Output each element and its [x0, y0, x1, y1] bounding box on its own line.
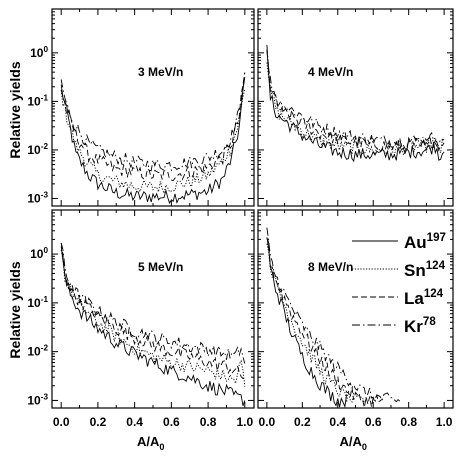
y-tick-label: 100	[30, 45, 48, 60]
x-axis-label: A/A0	[340, 434, 367, 452]
x-axis-label: A/A0	[137, 434, 164, 452]
series-line-2	[60, 88, 246, 195]
panel-label: 8 MeV/n	[308, 260, 353, 274]
y-tick-label: 10-3	[27, 392, 48, 407]
panel-4: 0.0 0.2 0.4 0.6 0.8 1.0 A/A0 8 MeV/n	[257, 209, 454, 452]
x-tick-label: 0.8	[200, 415, 217, 429]
series-line-4	[60, 242, 246, 364]
panel-3: 100 10-1 10-2 10-3 0.0 0.2 0.4 0.6 0.8 1.0 A/A0 5 M…	[27, 209, 255, 452]
x-tick-label: 0.8	[400, 415, 417, 429]
y-tick-label: 10-1	[27, 295, 48, 310]
x-tick-label: 0.4	[329, 415, 346, 429]
y-tick-label: 100	[30, 246, 48, 261]
series-line-4	[266, 227, 401, 405]
x-tick-label: 1.0	[436, 415, 453, 429]
legend-label-2: Sn124	[404, 260, 446, 280]
series-line-4	[266, 44, 445, 150]
series-line-2	[266, 62, 445, 157]
series-line-3	[60, 72, 246, 182]
panel-1: 100 10-1 10-2 10-3 3 MeV/n	[27, 8, 255, 207]
series-line-3	[60, 242, 246, 380]
panel-label: 3 MeV/n	[138, 65, 183, 79]
y-axis-label: Relative yields	[7, 261, 23, 358]
y-tick-label: 10-2	[27, 344, 48, 359]
panel-label: 4 MeV/n	[308, 65, 353, 79]
series-line-3	[266, 237, 383, 408]
panel-frame	[257, 8, 454, 207]
x-tick-label: 0.6	[163, 415, 180, 429]
y-tick-label: 10-2	[27, 142, 48, 157]
panel-2: 4 MeV/n	[257, 8, 454, 207]
series-line-1	[60, 77, 246, 205]
x-tick-label: 0.2	[90, 415, 107, 429]
x-tick-label: 0.0	[259, 415, 276, 429]
series-line-2	[60, 249, 246, 387]
series-line-4	[60, 71, 246, 172]
y-tick-label: 10-1	[27, 93, 48, 108]
x-tick-label: 1.0	[236, 415, 253, 429]
legend-label-1: Au197	[404, 232, 446, 252]
y-axis-label: Relative yields	[7, 61, 23, 158]
series-line-1	[266, 49, 445, 163]
series-line-1	[60, 246, 246, 406]
y-tick-label: 10-3	[27, 190, 48, 205]
legend-label-3: La124	[404, 288, 444, 308]
x-tick-label: 0.0	[53, 415, 70, 429]
legend: Au197 Sn124 La124 Kr78	[352, 232, 446, 336]
legend-label-4: Kr78	[404, 316, 436, 336]
panel-label: 5 MeV/n	[138, 260, 183, 274]
panel-frame	[51, 209, 255, 409]
x-tick-label: 0.6	[365, 415, 382, 429]
x-tick-label: 0.2	[294, 415, 311, 429]
series-line-1	[266, 237, 348, 408]
x-tick-label: 0.4	[126, 415, 143, 429]
